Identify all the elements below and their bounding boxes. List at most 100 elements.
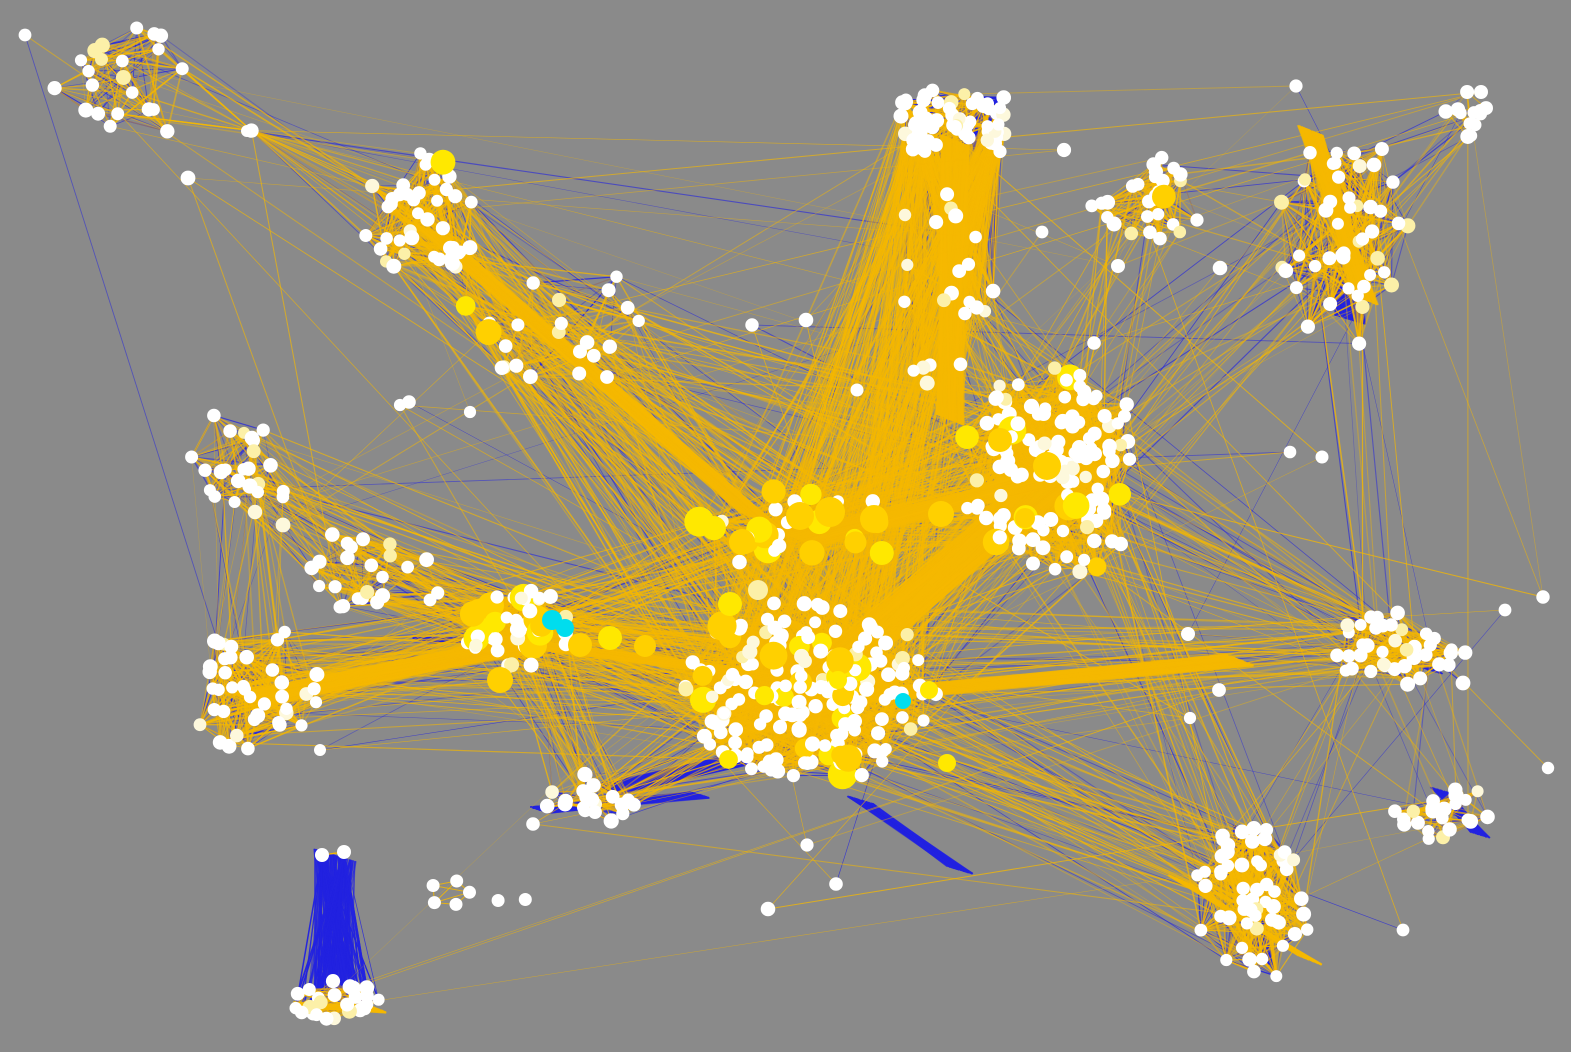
graph-node[interactable]: [925, 83, 940, 98]
graph-node[interactable]: [1289, 281, 1303, 295]
graph-node[interactable]: [794, 648, 810, 664]
graph-node[interactable]: [908, 116, 923, 130]
graph-node[interactable]: [586, 778, 601, 793]
hub-node[interactable]: [487, 667, 513, 693]
graph-node[interactable]: [238, 683, 251, 696]
graph-node[interactable]: [1077, 384, 1092, 399]
graph-node[interactable]: [1221, 910, 1237, 926]
graph-node[interactable]: [969, 300, 984, 315]
graph-node[interactable]: [1298, 173, 1312, 186]
graph-node[interactable]: [1152, 184, 1176, 209]
graph-node[interactable]: [738, 674, 753, 690]
graph-node[interactable]: [533, 591, 546, 605]
graph-node[interactable]: [929, 138, 943, 152]
graph-node[interactable]: [313, 579, 326, 593]
graph-node[interactable]: [1141, 210, 1154, 223]
graph-node[interactable]: [1423, 638, 1437, 652]
graph-node[interactable]: [1277, 845, 1292, 859]
graph-node[interactable]: [989, 390, 1004, 405]
graph-node[interactable]: [586, 348, 601, 363]
graph-node[interactable]: [1391, 216, 1406, 231]
graph-node[interactable]: [198, 463, 212, 477]
graph-node[interactable]: [475, 319, 502, 346]
graph-node[interactable]: [958, 306, 972, 321]
graph-node[interactable]: [919, 375, 935, 391]
graph-node[interactable]: [125, 86, 139, 99]
graph-node[interactable]: [325, 527, 340, 542]
graph-node[interactable]: [404, 230, 420, 246]
graph-node[interactable]: [603, 813, 619, 829]
graph-node[interactable]: [310, 1008, 323, 1022]
graph-node[interactable]: [952, 264, 967, 278]
graph-node[interactable]: [898, 208, 912, 222]
graph-node[interactable]: [1396, 923, 1410, 937]
graph-node[interactable]: [901, 258, 914, 271]
graph-node[interactable]: [1365, 224, 1380, 239]
graph-node[interactable]: [881, 667, 896, 682]
graph-node[interactable]: [1259, 823, 1274, 837]
graph-node[interactable]: [522, 603, 538, 619]
graph-node[interactable]: [1352, 159, 1367, 174]
graph-node[interactable]: [414, 147, 427, 160]
graph-node[interactable]: [588, 805, 602, 819]
graph-node[interactable]: [223, 424, 237, 438]
graph-node[interactable]: [1342, 191, 1356, 205]
graph-node[interactable]: [376, 570, 389, 584]
graph-node[interactable]: [523, 369, 538, 384]
graph-node[interactable]: [1025, 532, 1041, 548]
graph-node[interactable]: [275, 689, 289, 704]
graph-node[interactable]: [809, 616, 822, 629]
graph-node[interactable]: [1146, 157, 1161, 172]
graph-node[interactable]: [455, 296, 476, 316]
graph-node[interactable]: [526, 817, 540, 831]
graph-node[interactable]: [207, 408, 221, 423]
graph-node[interactable]: [1037, 436, 1052, 451]
graph-node[interactable]: [1221, 859, 1235, 873]
graph-node[interactable]: [878, 635, 894, 651]
graph-node[interactable]: [241, 741, 255, 756]
graph-node[interactable]: [448, 189, 463, 204]
graph-node[interactable]: [895, 651, 910, 666]
graph-node[interactable]: [745, 318, 759, 332]
graph-node[interactable]: [1096, 464, 1111, 479]
graph-node[interactable]: [290, 986, 305, 1001]
graph-node[interactable]: [295, 719, 308, 732]
graph-node[interactable]: [692, 665, 713, 686]
graph-node[interactable]: [500, 611, 513, 624]
graph-node[interactable]: [1072, 564, 1088, 580]
graph-node[interactable]: [573, 344, 587, 359]
graph-node[interactable]: [1443, 645, 1459, 661]
graph-node[interactable]: [1419, 627, 1433, 641]
graph-node[interactable]: [706, 690, 719, 703]
graph-node[interactable]: [206, 682, 219, 695]
graph-node[interactable]: [488, 632, 503, 647]
graph-node[interactable]: [1422, 825, 1435, 838]
graph-node[interactable]: [1342, 282, 1355, 295]
graph-node[interactable]: [1300, 319, 1315, 334]
graph-node[interactable]: [1270, 970, 1283, 983]
graph-node[interactable]: [850, 700, 865, 715]
graph-node[interactable]: [463, 405, 477, 419]
graph-node[interactable]: [294, 1005, 309, 1020]
graph-node[interactable]: [74, 54, 88, 67]
graph-node[interactable]: [1293, 249, 1306, 262]
graph-node[interactable]: [221, 738, 237, 754]
graph-node[interactable]: [1113, 536, 1128, 552]
graph-node[interactable]: [876, 745, 890, 758]
hub-node[interactable]: [860, 505, 888, 533]
graph-node[interactable]: [1366, 157, 1382, 173]
graph-node[interactable]: [542, 589, 558, 604]
graph-node[interactable]: [1498, 603, 1512, 617]
graph-node[interactable]: [828, 624, 843, 638]
graph-node[interactable]: [226, 681, 239, 694]
graph-node[interactable]: [94, 37, 110, 53]
graph-node[interactable]: [526, 276, 540, 290]
graph-node[interactable]: [704, 714, 720, 729]
graph-node[interactable]: [773, 720, 787, 735]
graph-node[interactable]: [1378, 266, 1391, 279]
graph-node[interactable]: [1114, 438, 1127, 452]
graph-node[interactable]: [684, 506, 715, 537]
graph-node[interactable]: [835, 727, 849, 741]
graph-node[interactable]: [942, 101, 956, 115]
graph-node[interactable]: [1087, 557, 1107, 577]
